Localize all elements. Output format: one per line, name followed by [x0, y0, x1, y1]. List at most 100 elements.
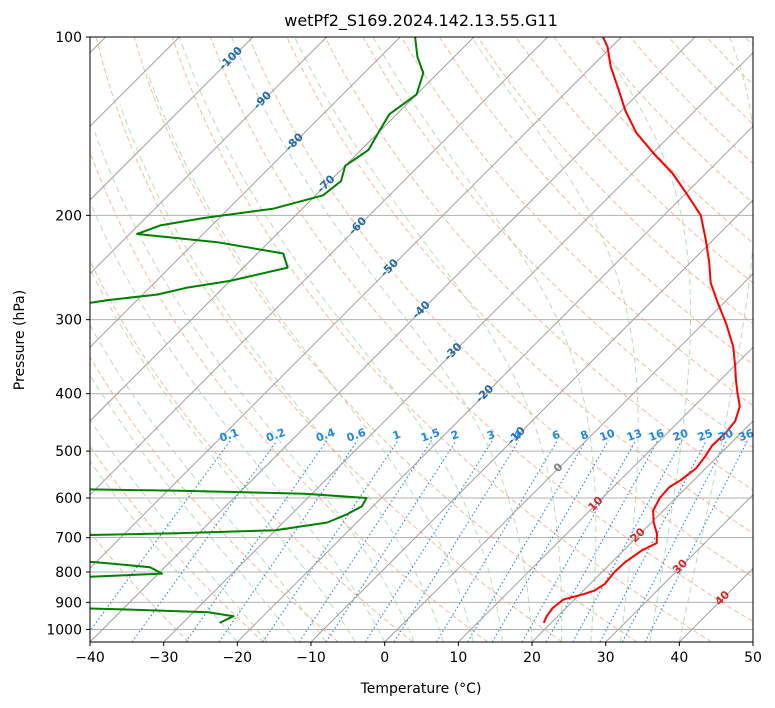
dry-adiabat-line: [171, 37, 712, 642]
dewpoint-profile-line: [90, 37, 425, 624]
mixing-ratio-label: 0.4: [314, 426, 337, 445]
dry-adiabat-line: [248, 37, 753, 578]
x-tick-label: −30: [149, 650, 179, 666]
dry-adiabat-line: [438, 37, 753, 366]
mixing-ratio-line: [262, 440, 399, 642]
y-tick-label: 1000: [46, 622, 82, 638]
isotherm-line: [90, 37, 549, 496]
mixing-ratio-lines: [90, 440, 748, 642]
isotherm-line: [531, 420, 753, 642]
y-tick-label: 300: [55, 313, 82, 329]
mixing-ratio-label: 13: [625, 427, 644, 444]
isotherm-line: [90, 37, 328, 275]
isotherm-line: [90, 37, 254, 201]
mixing-ratio-line: [393, 440, 520, 642]
plot-area: -100-90-80-70-60-50-40-30-20-10010203040…: [90, 37, 756, 642]
isotherm-line: [90, 37, 622, 570]
temperature-profile-line: [542, 37, 741, 624]
mixing-ratio-line: [90, 440, 231, 632]
y-tick-label: 900: [55, 595, 82, 611]
dry-adiabat-line: [133, 37, 638, 642]
isotherms: [90, 37, 753, 642]
x-tick-label: 40: [670, 650, 688, 666]
dry-adiabat-line: [90, 150, 488, 642]
mixing-ratio-label: 6: [550, 428, 562, 443]
x-tick-label: −10: [296, 650, 326, 666]
mixing-ratio-label: 3: [485, 428, 497, 443]
mixing-ratio-line: [644, 440, 748, 642]
mixing-ratio-label: 10: [598, 426, 617, 444]
isotherm-line: [384, 272, 753, 642]
x-tick-label: 0: [380, 650, 389, 666]
isotherm-line: [310, 199, 753, 642]
moist-adiabat-line: [90, 200, 386, 642]
mixing-ratio-label: 30: [716, 426, 735, 444]
dry-adiabat-line: [324, 37, 753, 491]
dry-adiabat-line: [90, 531, 190, 642]
y-tick-label: 500: [55, 444, 82, 460]
mixing-ratio-label: 2: [449, 428, 461, 443]
dry-adiabat-line: [90, 445, 264, 642]
mixing-ratio-line: [621, 440, 728, 642]
dry-adiabat-line: [400, 37, 753, 407]
y-tick-label: 700: [55, 531, 82, 547]
x-tick-label: 50: [744, 650, 762, 666]
y-tick-label: 800: [55, 565, 82, 581]
moist-adiabat-line: [594, 37, 692, 642]
mixing-ratio-label: 8: [579, 428, 591, 443]
y-tick-label: 200: [55, 208, 82, 224]
mixing-ratio-label: 20: [671, 426, 690, 444]
y-tick-label: 400: [55, 387, 82, 403]
plot-frame: [89, 36, 754, 643]
mixing-ratio-label: 4: [512, 428, 524, 443]
mixing-ratio-label: 1.5: [419, 426, 442, 445]
isotherm-line: [90, 37, 475, 422]
mixing-ratio-label: 1: [391, 428, 403, 443]
pressure-gridlines: [90, 37, 753, 630]
mixing-ratio-label: 0.6: [345, 426, 368, 445]
isotherm-line: [457, 346, 753, 642]
moist-adiabat-line: [147, 72, 474, 642]
moist-adiabat-line: [372, 37, 597, 642]
x-tick-label: 20: [523, 650, 541, 666]
dry-adiabat-line: [210, 37, 753, 623]
x-tick-label: −40: [75, 650, 105, 666]
dry-adiabat-line: [95, 37, 563, 642]
mixing-ratio-label: 0.2: [264, 426, 287, 445]
mixing-ratio-label: 0.1: [218, 426, 241, 445]
x-axis-ticks: −40 −30 −20 −10 0 10 20 30 40 50: [75, 642, 762, 666]
x-tick-label: 30: [597, 650, 615, 666]
mixing-ratio-label: 16: [647, 426, 666, 444]
isotherm-line: [236, 125, 753, 642]
sounding-series: [90, 37, 741, 624]
moist-adiabat-line: [179, 37, 503, 642]
x-tick-label: 10: [449, 650, 467, 666]
x-tick-label: −20: [223, 650, 253, 666]
mixing-ratio-line: [435, 440, 558, 642]
mixing-ratio-label: 36: [737, 426, 756, 444]
moist-adiabat-line: [90, 324, 327, 642]
moist-adiabat-line: [678, 37, 753, 642]
dry-adiabat-line: [515, 37, 753, 284]
mixing-ratio-line: [467, 440, 587, 642]
mixing-ratio-line: [521, 440, 637, 642]
isotherm-line: [605, 493, 753, 642]
dry-adiabat-line: [90, 356, 339, 642]
moist-adiabat-line: [471, 37, 639, 642]
moist-adiabat-line: [90, 373, 297, 642]
mixing-ratio-line: [218, 440, 358, 642]
isotherm-line: [90, 37, 696, 642]
moist-adiabat-line: [119, 104, 445, 642]
isotherm-line: [163, 51, 753, 642]
dry-adiabats: [90, 37, 753, 642]
mixing-ratio-label: 25: [696, 427, 715, 444]
mixing-ratio-line: [491, 440, 609, 642]
y-axis-label: Pressure (hPa): [12, 290, 28, 390]
moist-adiabat-line: [90, 418, 268, 642]
moist-adiabat-line: [94, 132, 415, 642]
mixing-ratio-line: [298, 440, 432, 642]
isotherm-line: [90, 37, 401, 349]
y-tick-label: 100: [55, 30, 82, 46]
